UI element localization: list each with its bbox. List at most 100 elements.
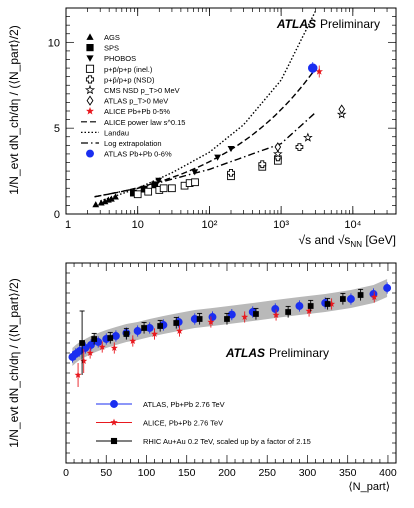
- legend-marker: [85, 75, 95, 84]
- legend-label: PHOBOS: [104, 54, 136, 63]
- legend-marker: [110, 437, 118, 445]
- data-point: [208, 313, 217, 321]
- data-point: [129, 337, 137, 344]
- data-point: [207, 318, 215, 325]
- x-tick-label: 10: [132, 219, 144, 231]
- brand-label: ATLAS: [225, 346, 265, 360]
- legend-label: Landau: [104, 128, 129, 137]
- y-axis-label: 1/N_evt dN_ch/dη / (⟨N_part⟩/2): [7, 25, 21, 194]
- legend-label: ATLAS, Pb+Pb 2.76 TeV: [143, 400, 225, 409]
- legend-marker: [86, 33, 94, 40]
- legend-label: Log extrapolation: [104, 139, 162, 148]
- data-point: [295, 302, 304, 310]
- curve-dashdot: [94, 112, 316, 198]
- data-point: [175, 327, 183, 334]
- data-point: [274, 142, 282, 152]
- data-point: [285, 309, 292, 315]
- x-tick-label: 1: [65, 219, 71, 231]
- data-point: [214, 154, 221, 161]
- legend-label: RHIC Au+Au 0.2 TeV, scaled up by a facto…: [143, 437, 311, 446]
- data-point: [159, 184, 168, 193]
- data-point: [79, 340, 85, 346]
- data-point: [315, 67, 323, 75]
- tag-label: Preliminary: [320, 17, 380, 31]
- x-tick-label: 10²: [201, 219, 217, 231]
- legend-label: ATLAS Pb+Pb 0-6%: [104, 150, 172, 159]
- x-axis-label: ⟨N_part⟩: [348, 481, 390, 493]
- data-point: [111, 332, 120, 340]
- legend-marker: [86, 107, 94, 115]
- data-point: [86, 341, 95, 349]
- data-point: [383, 284, 392, 292]
- data-point: [338, 104, 345, 115]
- data-point: [133, 190, 142, 199]
- data-point: [308, 63, 318, 73]
- plot-frame: [65, 262, 397, 464]
- x-tick-label: 350: [339, 467, 357, 479]
- data-point: [258, 160, 267, 169]
- data-point: [357, 292, 364, 298]
- data-point: [324, 301, 331, 307]
- legend-marker: [85, 64, 95, 73]
- x-tick-label: 50: [100, 467, 112, 479]
- data-point: [123, 331, 130, 337]
- data-point: [91, 336, 98, 342]
- legend-marker: [110, 418, 118, 426]
- top-panel-sqrt-s-dependence: 10 10² 10³ 10⁴ 10 5 10 ATLAS Preliminary AGS SPSPH…: [7, 7, 397, 249]
- legend: ATLAS, Pb+Pb 2.76 TeV ALICE, Pb+Pb 2.76 T…: [96, 400, 311, 446]
- legend-label: CMS NSD p_T>0 MeV: [104, 86, 180, 95]
- data-point: [129, 189, 137, 197]
- data-point: [141, 325, 147, 331]
- data-point: [196, 316, 203, 322]
- y-tick-label: 10: [48, 37, 60, 49]
- curve-dashed: [94, 68, 316, 198]
- data-point: [74, 371, 82, 378]
- x-tick-label: 250: [258, 467, 276, 479]
- data-point: [370, 293, 378, 300]
- legend-marker: [86, 95, 94, 106]
- data-point: [305, 307, 313, 314]
- data-point: [133, 327, 142, 335]
- x-tick-label: 400: [379, 467, 397, 479]
- y-tick-label: 5: [54, 123, 60, 135]
- data-point: [191, 178, 199, 187]
- x-axis-label: √s and √sNN [GeV]: [299, 233, 396, 249]
- legend-label: AGS: [104, 33, 120, 42]
- data-point: [80, 357, 88, 364]
- data-point: [224, 316, 230, 322]
- x-tick-label: 300: [299, 467, 317, 479]
- x-tick-label: 0: [63, 467, 69, 479]
- data-point: [108, 195, 115, 202]
- legend-label: SPS: [104, 44, 119, 53]
- x-tick-label: 150: [178, 467, 196, 479]
- data-point: [145, 324, 154, 332]
- data-point: [241, 313, 249, 320]
- data-point: [155, 177, 163, 184]
- data-point: [112, 193, 119, 200]
- data-point: [307, 303, 314, 309]
- curves-group: [94, 11, 316, 202]
- legend-marker: [110, 400, 118, 408]
- data-point: [86, 349, 94, 356]
- legend-label: ALICE, Pb+Pb 2.76 TeV: [143, 419, 223, 428]
- x-tick-label: 10⁴: [344, 219, 361, 231]
- legend-label: p+p̄/p+p (inel.): [104, 65, 153, 74]
- plot-frame: [65, 7, 397, 215]
- data-point: [227, 146, 235, 153]
- legend-marker: [86, 149, 94, 158]
- y-tick-label: 0: [54, 209, 60, 221]
- data-point: [346, 295, 355, 303]
- legend-marker: [86, 55, 94, 62]
- data-point: [140, 185, 148, 193]
- x-tick-label: 10³: [273, 219, 289, 231]
- data-point: [253, 311, 259, 317]
- data-point: [110, 344, 118, 351]
- data-point: [101, 198, 109, 205]
- data-point: [272, 311, 280, 318]
- data-point: [107, 335, 114, 341]
- y-axis-label: 1/N_evt dN_ch/dη / (⟨N_part⟩/2): [7, 278, 21, 447]
- x-tick-label: 100: [138, 467, 156, 479]
- data-point: [98, 343, 106, 350]
